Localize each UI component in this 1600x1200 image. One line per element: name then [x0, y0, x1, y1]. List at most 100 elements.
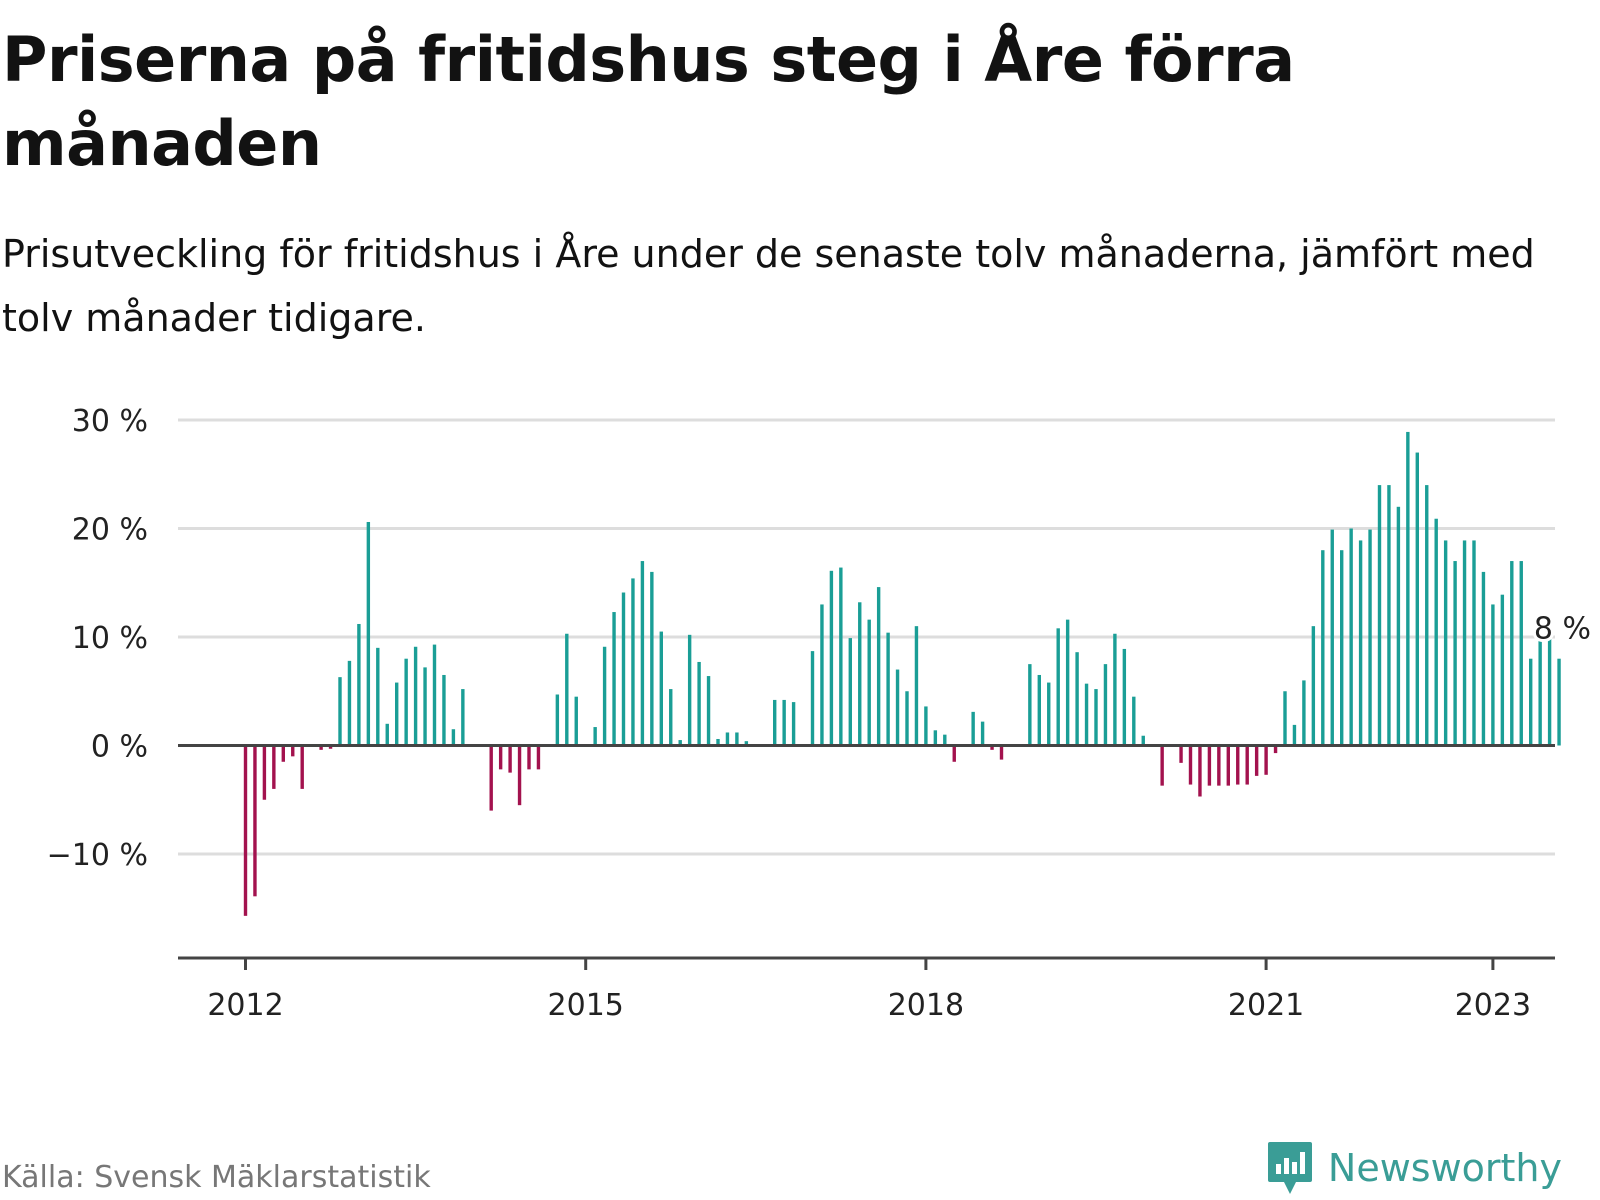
bar [650, 571, 654, 746]
bar [971, 711, 975, 746]
bar [1491, 604, 1495, 746]
bar [999, 745, 1004, 760]
bar [735, 732, 739, 746]
bar [413, 646, 418, 746]
bar [848, 638, 852, 746]
bar [461, 689, 465, 746]
y-tick-label: 10 % [72, 621, 148, 656]
brand-name: Newsworthy [1327, 1146, 1562, 1190]
bar [442, 674, 446, 746]
bar [706, 676, 711, 746]
bar-chart: 30 % 20 % 10 % 0 % −10 % 2012 2015 2018 2021 202… [47, 404, 1594, 1023]
bar [300, 745, 304, 789]
bar [262, 745, 267, 800]
bar [338, 677, 342, 746]
bar [952, 745, 956, 762]
bar [253, 745, 257, 897]
bar [1094, 689, 1098, 746]
bar [1207, 745, 1212, 786]
x-tick-label: 2012 [207, 988, 283, 1023]
bar [980, 721, 985, 746]
bar [1557, 658, 1561, 746]
bar [1179, 745, 1183, 763]
bar [1103, 664, 1108, 746]
bar [423, 667, 427, 746]
gridlines [178, 418, 1555, 856]
y-tick-label: −10 % [47, 838, 148, 873]
bar [621, 592, 626, 746]
bar [536, 745, 541, 770]
y-tick-label: 0 % [91, 730, 148, 765]
bar [574, 696, 578, 746]
bar [1547, 634, 1552, 746]
bar [1047, 682, 1051, 746]
bar [451, 729, 456, 746]
bar [1529, 658, 1533, 746]
bar [669, 689, 673, 746]
bar [1217, 745, 1221, 786]
bar [565, 633, 569, 746]
y-axis-labels: 30 % 20 % 10 % 0 % −10 % [47, 404, 148, 873]
bar [687, 634, 692, 746]
bar [1538, 639, 1542, 746]
bar [1028, 664, 1032, 746]
bar [1472, 540, 1476, 746]
bar [291, 745, 295, 757]
bar [1141, 735, 1145, 746]
bar [517, 745, 522, 806]
bar [1519, 561, 1523, 746]
page-subtitle: Prisutveckling för fritidshus i Åre unde… [2, 232, 1535, 340]
bar [1358, 540, 1363, 746]
bar [1283, 691, 1287, 746]
bar [744, 741, 749, 746]
bar [404, 658, 408, 746]
bar [895, 669, 900, 746]
source-text: Källa: Svensk Mäklarstatistik [2, 1160, 431, 1195]
bar [867, 619, 871, 746]
newsworthy-logo-icon [1267, 1142, 1312, 1194]
bar [376, 647, 380, 746]
bar [1122, 648, 1127, 746]
bar [716, 738, 720, 746]
bar [943, 734, 947, 746]
bar [489, 745, 493, 811]
bar [1481, 571, 1486, 746]
bar [1075, 652, 1079, 746]
last-value-annotation: 8 % [1534, 612, 1591, 647]
bar [1311, 626, 1316, 746]
bar [924, 706, 928, 746]
bar [1349, 528, 1353, 746]
x-tick-label: 2018 [888, 988, 964, 1023]
bar [1264, 745, 1268, 775]
bar [1065, 619, 1070, 746]
bar [1368, 529, 1372, 746]
bar [914, 626, 919, 746]
bar [593, 727, 597, 746]
bar [1377, 485, 1382, 746]
bar [612, 612, 616, 746]
bar [357, 623, 361, 746]
bar [602, 646, 607, 746]
bar [1510, 561, 1514, 746]
bar [1254, 745, 1259, 776]
bar [243, 745, 248, 916]
bar [810, 651, 815, 746]
bar [1226, 745, 1230, 786]
bar [782, 699, 786, 746]
bar [1321, 550, 1325, 746]
page-title: Priserna på fritidshus steg i Åre förra … [2, 23, 1295, 180]
bar [272, 745, 276, 789]
x-tick-label: 2015 [548, 988, 624, 1023]
bar [498, 745, 503, 770]
bar [1500, 594, 1505, 746]
bar [385, 723, 389, 746]
bar [876, 587, 881, 746]
bar [905, 691, 909, 746]
brand-logo: Newsworthy [1266, 1140, 1562, 1196]
bars [243, 431, 1561, 916]
bar [432, 644, 437, 746]
bar [725, 732, 730, 746]
bar [631, 578, 635, 746]
bar [527, 745, 531, 770]
bar [839, 567, 843, 746]
